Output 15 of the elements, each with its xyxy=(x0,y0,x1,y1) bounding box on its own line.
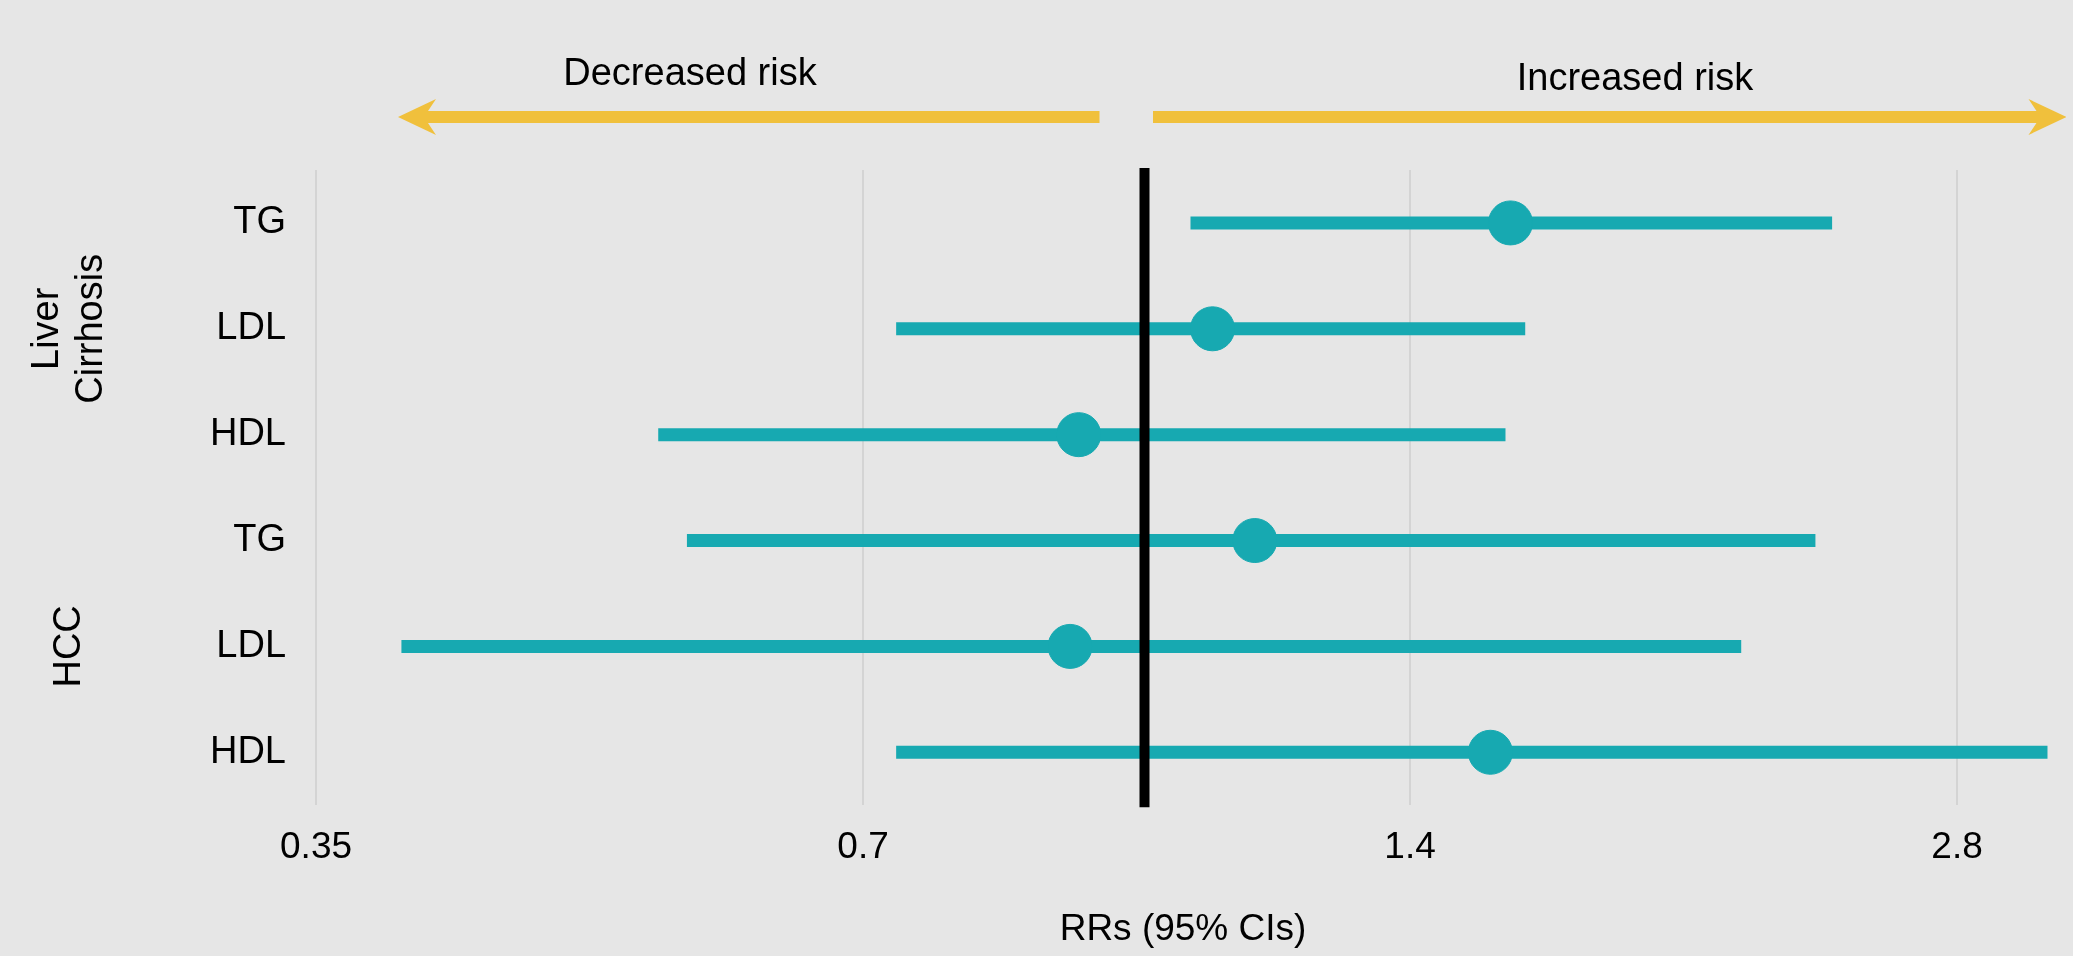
x-tick-label: 0.35 xyxy=(280,824,353,866)
y-tick-label: LDL xyxy=(216,622,287,665)
y-tick-label: HDL xyxy=(209,728,287,771)
y-tick-label: HDL xyxy=(209,411,287,454)
y-tick-label: TG xyxy=(233,517,287,560)
text: Decreased risk xyxy=(563,51,818,94)
x-axis-title: RRs (95% CIs) xyxy=(1059,907,1307,948)
y-tick-label: TG xyxy=(233,199,287,242)
text: Liver Cirrhosis xyxy=(24,253,111,404)
x-tick-label: 2.8 xyxy=(1931,824,1983,866)
x-tick-label: 0.7 xyxy=(837,824,889,866)
text: Increased risk xyxy=(1516,56,1755,99)
x-tick-label: 1.4 xyxy=(1384,824,1436,866)
y-tick-label: LDL xyxy=(216,305,287,348)
text: HCC xyxy=(46,605,89,688)
